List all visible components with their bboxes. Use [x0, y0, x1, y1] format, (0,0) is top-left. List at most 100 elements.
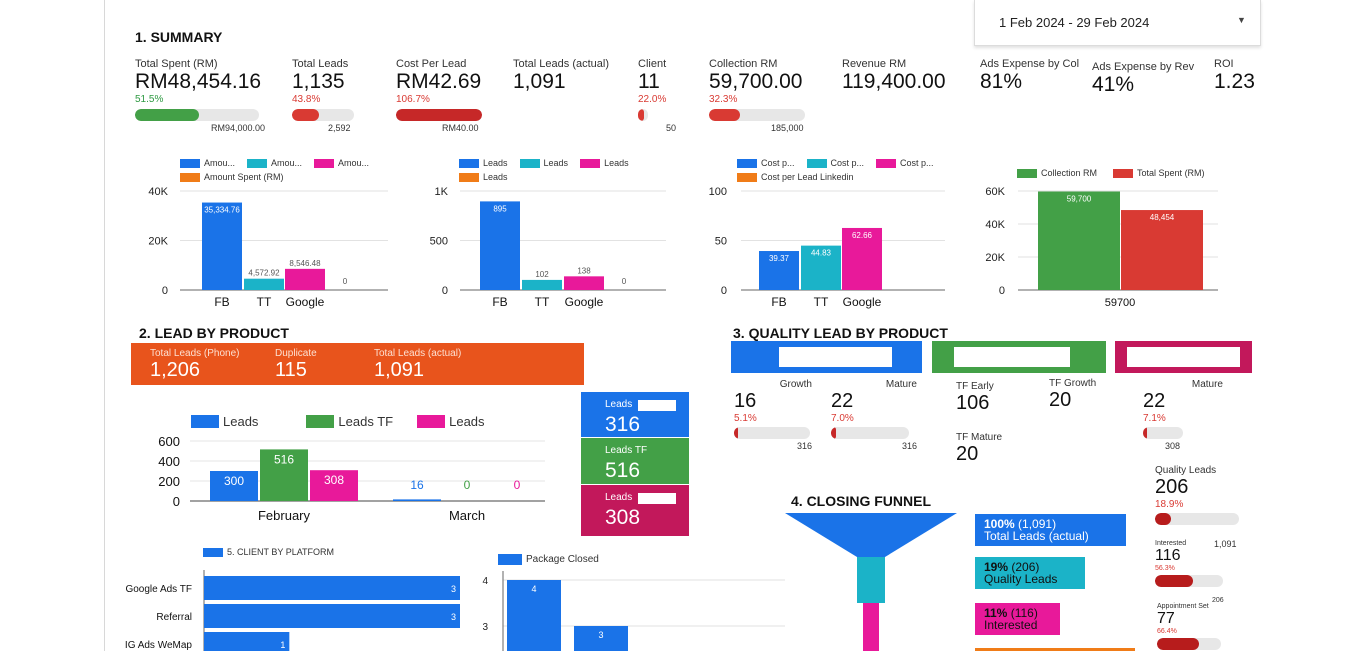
banner-label: Total Leads (actual) [374, 348, 462, 359]
bar [310, 470, 358, 501]
x-category-label: 59700 [1105, 297, 1136, 309]
y-tick-label: 400 [158, 454, 180, 469]
legend-item: Leads [580, 158, 629, 168]
tile-label: Leads TF [605, 445, 648, 456]
legend-item: Amou... [180, 158, 235, 168]
data-label: 3 [451, 584, 456, 594]
quality-title: 3. QUALITY LEAD BY PRODUCT [733, 325, 948, 341]
dropdown-caret-icon: ▼ [1237, 15, 1246, 25]
redacted-box [638, 400, 676, 411]
x-category-label: TT [535, 295, 550, 309]
quality-mature-2: Mature 22 7.1% 308 [1143, 379, 1223, 451]
kpi-label: Total Leads (actual) [513, 58, 609, 70]
quality-tf-mature: TF Mature 20 [956, 432, 1002, 466]
y-tick-label: 0 [162, 285, 168, 297]
side-label: Interested [1155, 540, 1187, 547]
legend-item: Leads [191, 414, 258, 429]
funnel-stage-next [975, 648, 1135, 651]
quality-label: TF Early [956, 381, 994, 392]
quality-growth: Growth 16 5.1% 316 [734, 379, 812, 451]
kpi-label: Total Leads [292, 58, 349, 70]
side-target: 206 [1212, 597, 1224, 604]
kpi-label: Ads Expense by Col [980, 58, 1080, 70]
kpi-value: 59,700.00 [709, 70, 803, 93]
kpi-label: Revenue RM [842, 58, 907, 70]
progress-fill [1155, 575, 1194, 587]
quality-label: TF Mature [956, 432, 1003, 443]
funnel-title: 4. CLOSING FUNNEL [791, 493, 932, 509]
y-tick-label: 40K [985, 219, 1005, 231]
banner-label: Duplicate [275, 348, 317, 359]
bar [260, 449, 308, 501]
quality-label: Mature [1191, 379, 1223, 390]
y-tick-label: 500 [430, 236, 448, 248]
y-tick-label: 0 [173, 494, 180, 509]
quality-header-blue [731, 341, 922, 373]
progress-fill [292, 109, 320, 121]
data-label: 3 [598, 630, 603, 640]
kpi-roi: ROI 1.23 [1214, 58, 1255, 94]
tile-value: 308 [605, 506, 641, 529]
data-label: 102 [535, 270, 549, 279]
package-legend: Package Closed [498, 554, 599, 565]
data-label: 3 [451, 612, 456, 622]
data-label: 0 [464, 478, 471, 492]
kpi-percent: 43.8% [292, 94, 321, 105]
y-tick-label: 20K [985, 252, 1005, 264]
legend-item: Leads [519, 158, 568, 168]
banner-label: Total Leads (Phone) [150, 348, 240, 359]
client-legend: 5. CLIENT BY PLATFORM [203, 547, 334, 557]
date-range-value: 1 Feb 2024 - 29 Feb 2024 [999, 15, 1150, 30]
kpi-client: Client 11 22.0% 50 [638, 58, 676, 133]
banner-actual: Total Leads (actual) 1,091 [374, 348, 461, 382]
legend-item: Leads [417, 414, 485, 429]
bar [204, 632, 290, 651]
funnel-stage-text: 11% (116) Interested [984, 606, 1038, 632]
y-tick-label: 200 [158, 474, 180, 489]
kpi-value: 119,400.00 [842, 70, 946, 93]
kpi-value: RM48,454.16 [135, 70, 262, 93]
bar [210, 471, 258, 501]
progress-fill [396, 109, 482, 121]
y-tick-label: 0 [442, 285, 448, 297]
quality-header-pink [1115, 341, 1252, 373]
kpi-value: 11 [638, 70, 660, 93]
bar [393, 499, 441, 501]
bar [507, 580, 561, 651]
data-label: 39.37 [769, 254, 790, 263]
kpi-target: RM94,000.00 [211, 123, 266, 133]
date-range-picker[interactable]: 1 Feb 2024 - 29 Feb 2024 ▼ [974, 0, 1261, 46]
x-category-label: TT [257, 295, 272, 309]
kpi-cost-per-lead: Cost Per Lead RM42.69 106.7% RM40.00 [396, 58, 482, 133]
product-chart: 0 200 400 600 300 516 308 February 16 0 0 March [158, 434, 545, 523]
tile-leads-3: Leads 308 [581, 485, 689, 536]
summary-title: 1. SUMMARY [135, 29, 223, 45]
progress-fill [734, 427, 738, 439]
data-label: 8,546.48 [289, 259, 321, 268]
banner-value: 1,091 [374, 359, 425, 381]
quality-target: 316 [796, 441, 812, 451]
quality-tf-growth: TF Growth 20 [1049, 378, 1096, 412]
quality-label: Growth [779, 379, 812, 390]
funnel-graphic [785, 513, 957, 651]
progress-fill [135, 109, 199, 121]
bar [202, 202, 242, 290]
legend-item: Cost p... [876, 158, 934, 168]
y-tick-label: 40K [148, 186, 168, 198]
progress-track [1143, 427, 1183, 439]
kpi-target: 2,592 [328, 123, 351, 133]
tile-label: Leads [605, 399, 633, 410]
quality-value: 106 [956, 392, 990, 414]
legend-item: Amou... [314, 158, 369, 168]
amount-chart: 0 20K 40K 35,334.76 FB 4,572.92 TT 8,546.48 Goog… [148, 186, 388, 309]
banner-duplicate: Duplicate 115 [275, 348, 317, 382]
legend-item: Leads [459, 172, 508, 182]
y-tick-label: 50 [715, 236, 727, 248]
bar [759, 251, 799, 290]
legend-item: Cost p... [806, 158, 864, 168]
y-tick-label: 0 [721, 285, 727, 297]
side-interested: Interested 116 56.3% [1155, 540, 1241, 587]
bar [574, 626, 628, 651]
redacted-box [779, 347, 892, 367]
bar [244, 278, 284, 290]
